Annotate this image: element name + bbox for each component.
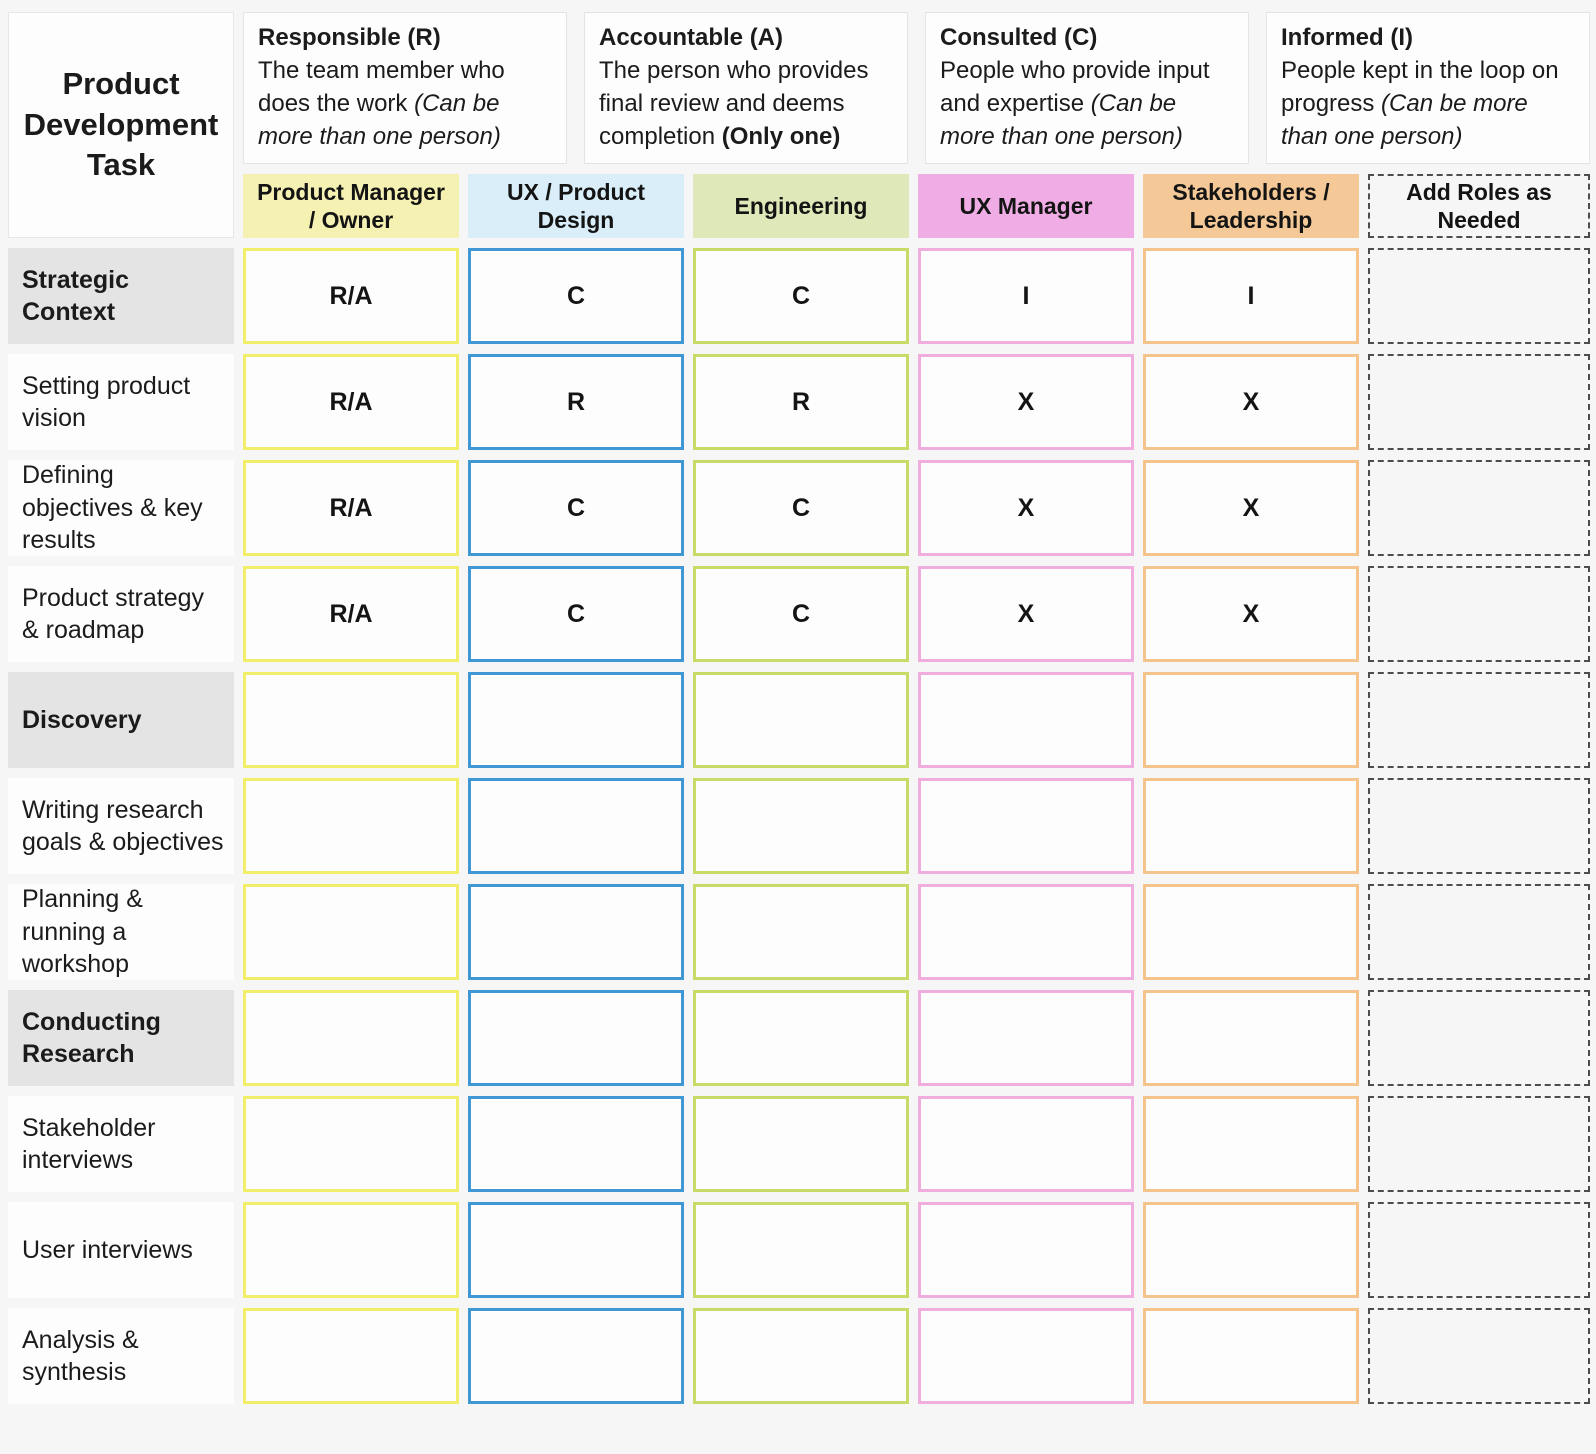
row-label-analysis-synthesis: Analysis & synthesis (8, 1308, 234, 1404)
raci-cell[interactable]: X (1143, 566, 1359, 662)
row-label-user-interviews: User interviews (8, 1202, 234, 1298)
legend-title: Consulted (C) (940, 24, 1098, 51)
raci-cell[interactable]: X (1143, 460, 1359, 556)
raci-cell[interactable] (468, 884, 684, 980)
legend-consulted: Consulted (C) People who provide input a… (925, 12, 1249, 164)
column-header-stakeholders-leadership: Stakeholders / Leadership (1143, 174, 1359, 238)
legend-title: Responsible (R) (258, 24, 441, 51)
raci-cell[interactable] (1143, 1096, 1359, 1192)
legend-description: The team member who does the work (Can b… (258, 56, 505, 150)
raci-legend: Responsible (R) The team member who does… (243, 12, 1590, 164)
raci-cell[interactable]: C (468, 566, 684, 662)
column-header-ux-product-design: UX / Product Design (468, 174, 684, 238)
raci-cell[interactable]: C (693, 566, 909, 662)
row-label-discovery: Discovery (8, 672, 234, 768)
raci-cell[interactable] (243, 672, 459, 768)
raci-cell[interactable]: X (918, 354, 1134, 450)
raci-cell-add-roles[interactable] (1368, 778, 1590, 874)
raci-cell[interactable] (693, 884, 909, 980)
legend-title: Accountable (A) (599, 24, 784, 51)
raci-cell[interactable] (918, 990, 1134, 1086)
legend-accountable: Accountable (A) The person who provides … (584, 12, 908, 164)
raci-cell[interactable] (243, 1308, 459, 1404)
raci-cell[interactable] (693, 1202, 909, 1298)
raci-cell[interactable]: R/A (243, 566, 459, 662)
row-label-setting-product-vision: Setting product vision (8, 354, 234, 450)
raci-cell[interactable]: X (918, 460, 1134, 556)
raci-cell[interactable] (243, 884, 459, 980)
raci-cell[interactable]: C (468, 460, 684, 556)
raci-cell[interactable] (1143, 990, 1359, 1086)
raci-cell[interactable] (693, 1096, 909, 1192)
row-label-planning-running-workshop: Planning & running a workshop (8, 884, 234, 980)
raci-cell[interactable]: X (918, 566, 1134, 662)
raci-cell[interactable]: C (693, 460, 909, 556)
raci-cell-add-roles[interactable] (1368, 566, 1590, 662)
raci-cell[interactable] (1143, 1202, 1359, 1298)
legend-description: People who provide input and expertise (… (940, 56, 1210, 150)
raci-cell[interactable]: R/A (243, 460, 459, 556)
raci-cell-add-roles[interactable] (1368, 1096, 1590, 1192)
raci-cell[interactable] (918, 672, 1134, 768)
raci-cell[interactable] (468, 672, 684, 768)
raci-cell[interactable] (243, 1096, 459, 1192)
raci-cell[interactable]: C (468, 248, 684, 344)
legend-title: Informed (I) (1281, 24, 1413, 51)
raci-cell[interactable] (918, 1096, 1134, 1192)
row-label-defining-objectives: Defining objectives & key results (8, 460, 234, 556)
raci-cell[interactable] (918, 1308, 1134, 1404)
row-label-product-strategy-roadmap: Product strategy & roadmap (8, 566, 234, 662)
raci-cell[interactable] (918, 884, 1134, 980)
raci-cell[interactable] (468, 1308, 684, 1404)
raci-cell[interactable] (693, 990, 909, 1086)
raci-cell[interactable]: X (1143, 354, 1359, 450)
raci-cell[interactable] (1143, 778, 1359, 874)
raci-cell[interactable] (243, 990, 459, 1086)
raci-cell[interactable] (468, 1096, 684, 1192)
matrix-title: Product Development Task (8, 12, 234, 238)
row-label-writing-research-goals: Writing research goals & objectives (8, 778, 234, 874)
raci-cell[interactable] (1143, 672, 1359, 768)
raci-cell-add-roles[interactable] (1368, 990, 1590, 1086)
raci-cell[interactable] (243, 778, 459, 874)
legend-responsible: Responsible (R) The team member who does… (243, 12, 567, 164)
row-label-conducting-research: Conducting Research (8, 990, 234, 1086)
raci-cell[interactable] (918, 1202, 1134, 1298)
raci-cell[interactable]: R/A (243, 354, 459, 450)
column-header-engineering: Engineering (693, 174, 909, 238)
raci-cell-add-roles[interactable] (1368, 248, 1590, 344)
raci-cell-add-roles[interactable] (1368, 354, 1590, 450)
raci-cell-add-roles[interactable] (1368, 884, 1590, 980)
column-header-ux-manager: UX Manager (918, 174, 1134, 238)
legend-description: The person who provides final review and… (599, 56, 869, 150)
raci-cell[interactable]: R (693, 354, 909, 450)
raci-cell[interactable]: R (468, 354, 684, 450)
raci-cell[interactable]: C (693, 248, 909, 344)
raci-cell[interactable] (693, 778, 909, 874)
raci-cell-add-roles[interactable] (1368, 672, 1590, 768)
raci-cell[interactable]: R/A (243, 248, 459, 344)
column-header-product-manager-owner: Product Manager / Owner (243, 174, 459, 238)
legend-informed: Informed (I) People kept in the loop on … (1266, 12, 1590, 164)
raci-cell[interactable] (1143, 884, 1359, 980)
raci-cell[interactable]: I (918, 248, 1134, 344)
column-header-add-roles: Add Roles as Needed (1368, 174, 1590, 238)
raci-matrix: Product Development Task Responsible (R)… (8, 12, 1590, 1404)
raci-cell-add-roles[interactable] (1368, 1202, 1590, 1298)
raci-cell[interactable] (918, 778, 1134, 874)
raci-cell[interactable] (693, 672, 909, 768)
row-label-stakeholder-interviews: Stakeholder interviews (8, 1096, 234, 1192)
raci-cell[interactable] (693, 1308, 909, 1404)
raci-cell-add-roles[interactable] (1368, 1308, 1590, 1404)
row-label-strategic-context: Strategic Context (8, 248, 234, 344)
legend-description: People kept in the loop on progress (Can… (1281, 56, 1559, 150)
raci-cell[interactable] (468, 1202, 684, 1298)
raci-cell[interactable] (468, 778, 684, 874)
raci-cell[interactable] (1143, 1308, 1359, 1404)
raci-cell[interactable] (468, 990, 684, 1086)
raci-cell[interactable] (243, 1202, 459, 1298)
raci-cell-add-roles[interactable] (1368, 460, 1590, 556)
raci-cell[interactable]: I (1143, 248, 1359, 344)
